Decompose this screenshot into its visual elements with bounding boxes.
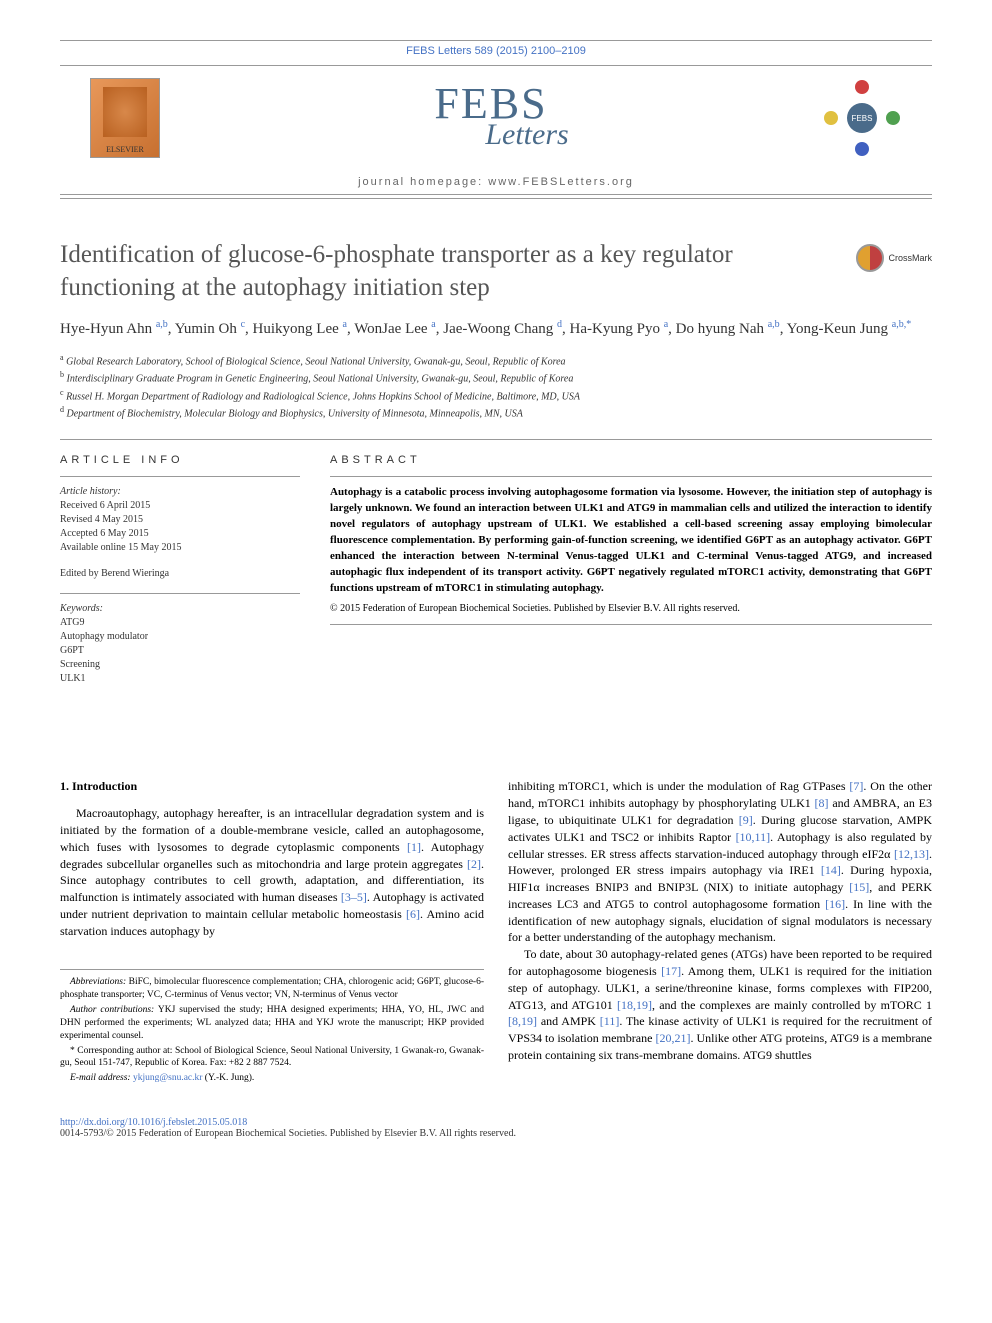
orbit-dot-icon xyxy=(855,80,869,94)
abstract-text: Autophagy is a catabolic process involvi… xyxy=(330,485,932,597)
affiliation-item: a Global Research Laboratory, School of … xyxy=(60,352,932,369)
right-column: inhibiting mTORC1, which is under the mo… xyxy=(508,778,932,1087)
ref-link[interactable]: [11] xyxy=(600,1014,620,1028)
ref-link[interactable]: [14] xyxy=(821,863,841,877)
intro-paragraph-cont: inhibiting mTORC1, which is under the mo… xyxy=(508,778,932,946)
citation-bar: FEBS Letters 589 (2015) 2100–2109 xyxy=(60,45,932,57)
contributions-footnote: Author contributions: YKJ supervised the… xyxy=(60,1004,484,1042)
abstract-header: ABSTRACT xyxy=(330,454,932,466)
ref-link[interactable]: [18,19] xyxy=(617,998,652,1012)
keyword: ATG9 xyxy=(60,616,300,630)
crossmark-icon xyxy=(856,244,884,272)
affiliation-item: c Russel H. Morgan Department of Radiolo… xyxy=(60,387,932,404)
header-top-rule xyxy=(60,40,932,41)
logos-row: ELSEVIER FEBS Letters FEBS xyxy=(60,66,932,170)
ref-link[interactable]: [16] xyxy=(825,897,845,911)
footnotes: Abbreviations: BiFC, bimolecular fluores… xyxy=(60,969,484,1085)
accepted-date: Accepted 6 May 2015 xyxy=(60,527,300,541)
edited-by: Edited by Berend Wieringa xyxy=(60,567,300,581)
abstract-copyright: © 2015 Federation of European Biochemica… xyxy=(330,603,932,614)
affiliation-item: b Interdisciplinary Graduate Program in … xyxy=(60,369,932,386)
ref-link[interactable]: [6] xyxy=(406,907,420,921)
febs-badge-text: FEBS xyxy=(847,103,877,133)
abstract-rule xyxy=(330,476,932,477)
affiliations: a Global Research Laboratory, School of … xyxy=(60,352,932,421)
ref-link[interactable]: [8] xyxy=(815,796,829,810)
page-footer: http://dx.doi.org/10.1016/j.febslet.2015… xyxy=(60,1117,932,1139)
author[interactable]: WonJae Lee a xyxy=(354,321,436,337)
header-rule xyxy=(60,198,932,199)
homepage-link[interactable]: journal homepage: www.FEBSLetters.org xyxy=(60,170,932,195)
intro-paragraph: Macroautophagy, autophagy hereafter, is … xyxy=(60,805,484,939)
info-header: ARTICLE INFO xyxy=(60,454,300,466)
ref-link[interactable]: [7] xyxy=(849,779,863,793)
available-date: Available online 15 May 2015 xyxy=(60,541,300,555)
received-date: Received 6 April 2015 xyxy=(60,499,300,513)
article-info-col: ARTICLE INFO Article history: Received 6… xyxy=(60,454,300,698)
author[interactable]: Jae-Woong Chang d xyxy=(443,321,562,337)
elsevier-label: ELSEVIER xyxy=(106,145,144,154)
ref-link[interactable]: [15] xyxy=(849,880,869,894)
journal-logo: FEBS Letters xyxy=(413,84,568,153)
history-label: Article history: xyxy=(60,485,300,499)
crossmark-badge[interactable]: CrossMark xyxy=(856,244,932,272)
email-link[interactable]: ykjung@snu.ac.kr xyxy=(133,1073,202,1083)
author[interactable]: Huikyong Lee a xyxy=(253,321,347,337)
orbit-dot-icon xyxy=(886,111,900,125)
ref-link[interactable]: [1] xyxy=(407,840,421,854)
abbreviations-footnote: Abbreviations: BiFC, bimolecular fluores… xyxy=(60,976,484,1002)
author[interactable]: Yong-Keun Jung a,b,* xyxy=(787,321,912,337)
title-section: Identification of glucose-6-phosphate tr… xyxy=(60,239,932,304)
keyword: Screening xyxy=(60,658,300,672)
ref-link[interactable]: [17] xyxy=(661,964,681,978)
article-title: Identification of glucose-6-phosphate tr… xyxy=(60,239,932,304)
abstract-col: ABSTRACT Autophagy is a catabolic proces… xyxy=(330,454,932,698)
author[interactable]: Hye-Hyun Ahn a,b xyxy=(60,321,168,337)
keyword: Autophagy modulator xyxy=(60,630,300,644)
left-column: 1. Introduction Macroautophagy, autophag… xyxy=(60,778,484,1087)
keywords-label: Keywords: xyxy=(60,602,300,616)
febs-sub-text: Letters xyxy=(485,118,568,152)
revised-date: Revised 4 May 2015 xyxy=(60,513,300,527)
author[interactable]: Ha-Kyung Pyo a xyxy=(570,321,669,337)
main-content: 1. Introduction Macroautophagy, autophag… xyxy=(60,778,932,1087)
ref-link[interactable]: [9] xyxy=(739,813,753,827)
doi-link[interactable]: http://dx.doi.org/10.1016/j.febslet.2015… xyxy=(60,1117,932,1128)
ref-link[interactable]: [20,21] xyxy=(655,1031,690,1045)
keywords-block: Keywords: ATG9 Autophagy modulator G6PT … xyxy=(60,602,300,686)
intro-heading: 1. Introduction xyxy=(60,778,484,795)
ref-link[interactable]: [2] xyxy=(467,857,481,871)
keyword: ULK1 xyxy=(60,672,300,686)
info-abstract-row: ARTICLE INFO Article history: Received 6… xyxy=(60,454,932,698)
crossmark-label: CrossMark xyxy=(888,253,932,263)
febs-badge-logo[interactable]: FEBS xyxy=(822,78,902,158)
page-container: FEBS Letters 589 (2015) 2100–2109 ELSEVI… xyxy=(0,0,992,1169)
ref-link[interactable]: [12,13] xyxy=(894,847,929,861)
email-footnote: E-mail address: ykjung@snu.ac.kr (Y.-K. … xyxy=(60,1072,484,1085)
ref-link[interactable]: [10,11] xyxy=(736,830,771,844)
info-rule xyxy=(60,593,300,594)
authors-list: Hye-Hyun Ahn a,b, Yumin Oh c, Huikyong L… xyxy=(60,318,932,340)
intro-paragraph-2: To date, about 30 autophagy-related gene… xyxy=(508,946,932,1064)
author[interactable]: Do hyung Nah a,b xyxy=(676,321,780,337)
author[interactable]: Yumin Oh c xyxy=(175,321,245,337)
abstract-rule xyxy=(330,624,932,625)
corresponding-footnote: * Corresponding author at: School of Bio… xyxy=(60,1045,484,1071)
ref-link[interactable]: [8,19] xyxy=(508,1014,537,1028)
ref-link[interactable]: [3–5] xyxy=(341,890,367,904)
orbit-dot-icon xyxy=(855,142,869,156)
info-rule xyxy=(60,476,300,477)
elsevier-logo[interactable]: ELSEVIER xyxy=(90,78,160,158)
orbit-dot-icon xyxy=(824,111,838,125)
history-block: Article history: Received 6 April 2015 R… xyxy=(60,485,300,555)
keyword: G6PT xyxy=(60,644,300,658)
divider-rule xyxy=(60,439,932,440)
issn-copyright: 0014-5793/© 2015 Federation of European … xyxy=(60,1128,932,1139)
affiliation-item: d Department of Biochemistry, Molecular … xyxy=(60,404,932,421)
